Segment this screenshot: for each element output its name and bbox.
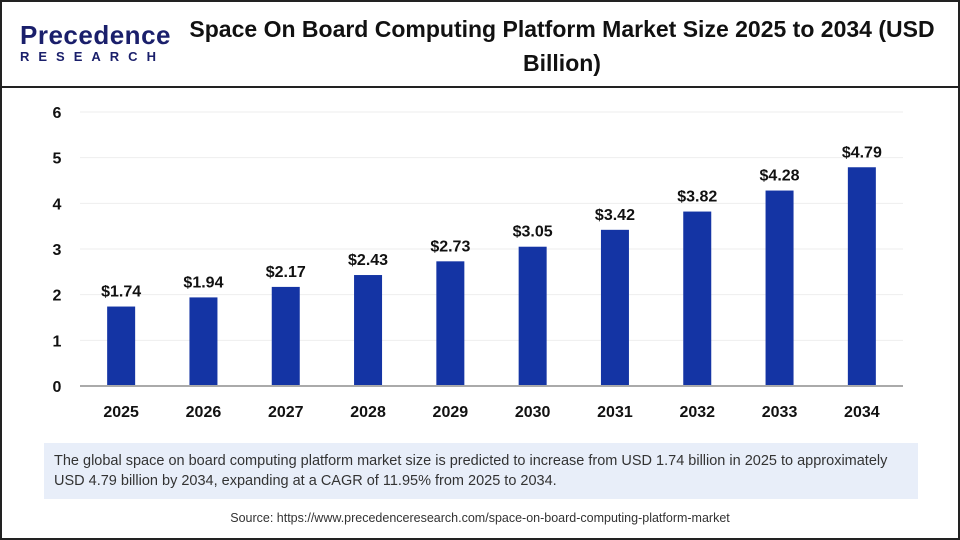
bar bbox=[354, 275, 383, 386]
data-label: $3.05 bbox=[513, 224, 553, 241]
y-tick-label: 2 bbox=[53, 288, 62, 305]
x-tick-label: 2028 bbox=[350, 404, 386, 421]
logo-subtext: RESEARCH bbox=[20, 49, 165, 64]
bar bbox=[518, 246, 547, 386]
y-tick-label: 0 bbox=[53, 379, 62, 396]
x-tick-label: 2026 bbox=[186, 404, 222, 421]
x-tick-label: 2029 bbox=[433, 404, 469, 421]
y-tick-label: 5 bbox=[53, 151, 62, 168]
data-label: $2.17 bbox=[266, 264, 306, 281]
y-tick-label: 3 bbox=[53, 242, 62, 259]
x-tick-label: 2030 bbox=[515, 404, 551, 421]
data-label: $3.82 bbox=[677, 189, 717, 206]
bar bbox=[189, 297, 218, 386]
x-tick-label: 2034 bbox=[844, 404, 880, 421]
x-tick-label: 2031 bbox=[597, 404, 633, 421]
bar bbox=[107, 306, 136, 386]
y-tick-label: 4 bbox=[53, 196, 62, 213]
data-label: $1.74 bbox=[101, 284, 141, 301]
data-label: $2.43 bbox=[348, 252, 388, 269]
data-label: $3.42 bbox=[595, 207, 635, 224]
x-tick-label: 2027 bbox=[268, 404, 304, 421]
x-tick-label: 2032 bbox=[679, 404, 715, 421]
chart-title: Space On Board Computing Platform Market… bbox=[189, 16, 935, 76]
source-text: Source: https://www.precedenceresearch.c… bbox=[230, 511, 730, 525]
bar bbox=[600, 229, 629, 386]
bar bbox=[436, 261, 465, 386]
bar bbox=[683, 211, 712, 386]
bar bbox=[847, 167, 876, 386]
data-label: $4.28 bbox=[760, 168, 800, 185]
bar bbox=[271, 286, 300, 386]
bar-chart: 0 1 2 3 4 5 6 $1.74 2025 $1.94 2026 $2.17 2027 $2.43 2… bbox=[53, 105, 903, 421]
logo-text: Precedence bbox=[20, 20, 171, 50]
x-tick-label: 2033 bbox=[762, 404, 798, 421]
data-label: $4.79 bbox=[842, 144, 882, 161]
summary-note: The global space on board computing plat… bbox=[44, 443, 918, 499]
bar bbox=[765, 190, 794, 386]
y-tick-label: 1 bbox=[53, 333, 62, 350]
logo: Precedence RESEARCH bbox=[20, 20, 171, 64]
y-tick-label: 6 bbox=[53, 105, 62, 122]
data-label: $1.94 bbox=[183, 274, 223, 291]
header: Precedence RESEARCH Space On Board Compu… bbox=[2, 2, 958, 88]
x-tick-label: 2025 bbox=[103, 404, 139, 421]
data-label: $2.73 bbox=[430, 238, 470, 255]
